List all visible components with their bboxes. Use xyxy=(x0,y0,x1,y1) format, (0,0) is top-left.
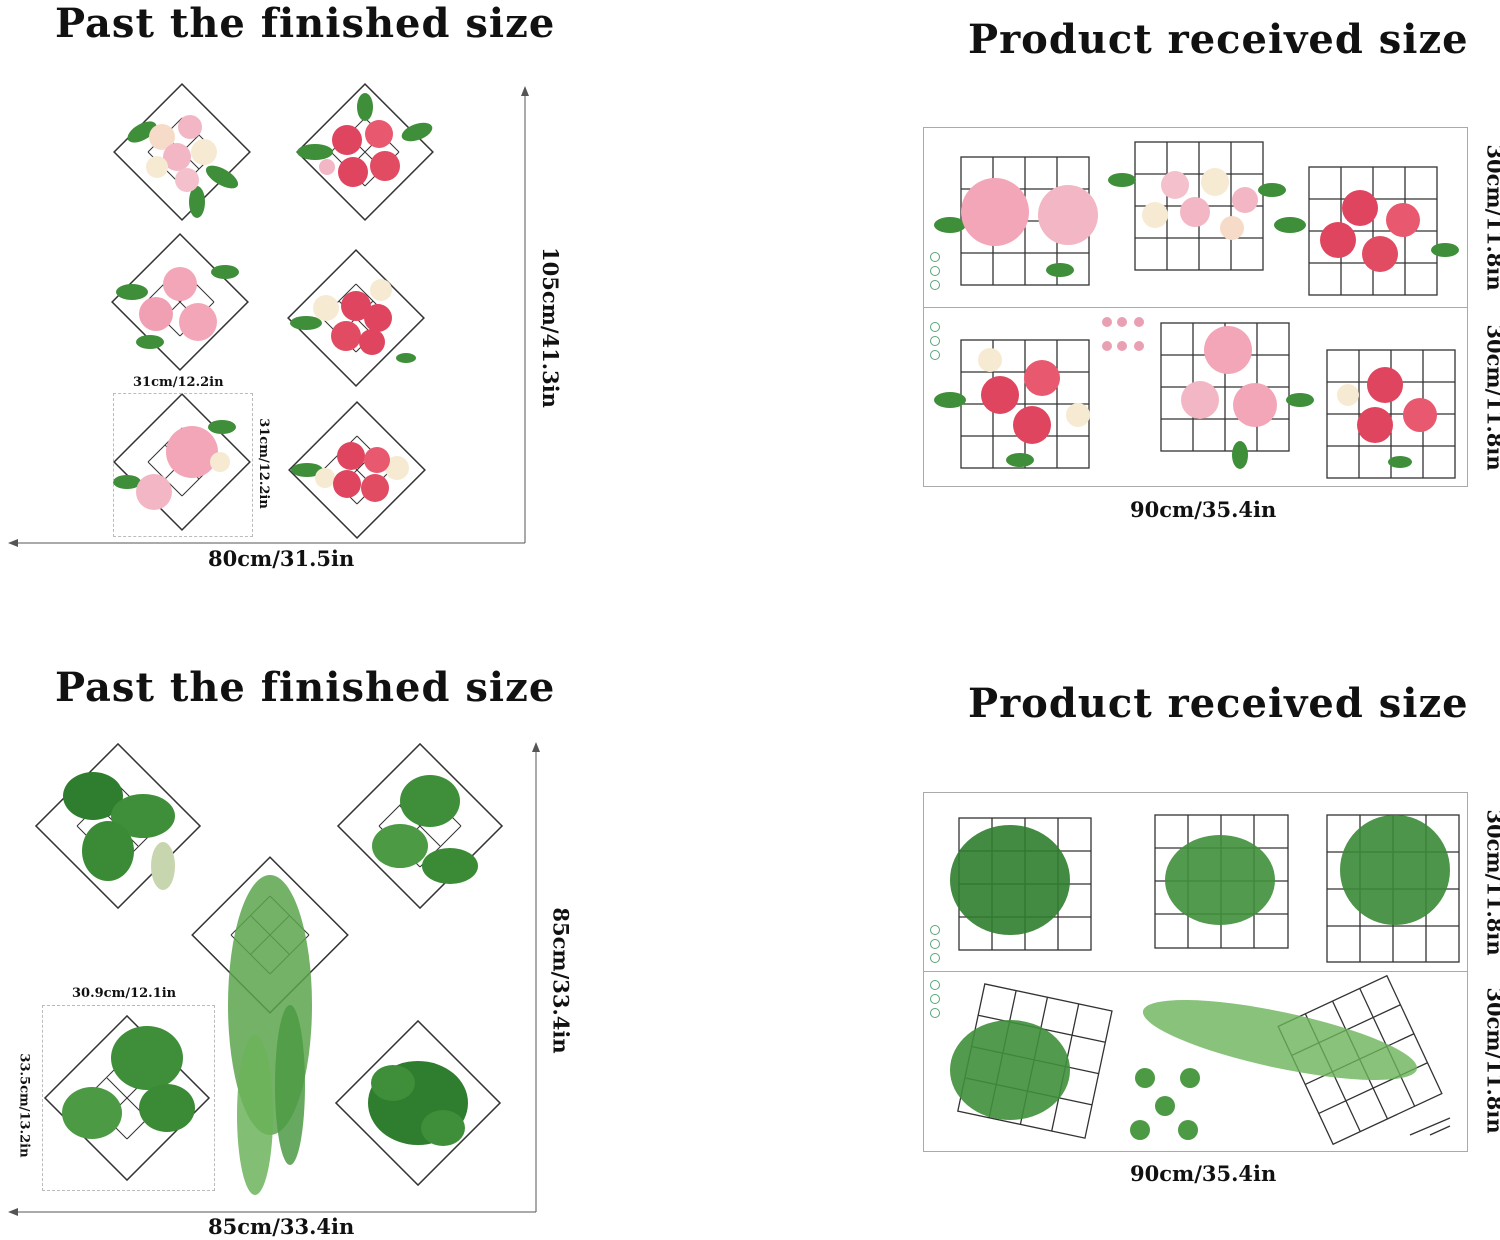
top-sample-height: 31cm/12.2in xyxy=(255,418,271,509)
top-sample-outline xyxy=(113,393,253,537)
leaf-decal-2 xyxy=(336,742,504,910)
top-finished-width: 80cm/31.5in xyxy=(208,546,355,571)
bottom-received-width: 90cm/35.4in xyxy=(1130,1161,1277,1186)
bottom-received-row2-height: 30cm/11.8in xyxy=(1482,987,1500,1134)
bottom-dots-2 xyxy=(930,980,940,1022)
hanging-vine-decal xyxy=(191,856,349,1195)
top-received-row2-height: 30cm/11.8in xyxy=(1482,324,1500,471)
bottom-dots-1 xyxy=(930,925,940,967)
bottom-finished-width: 85cm/33.4in xyxy=(208,1214,355,1239)
rose-decal-2 xyxy=(296,83,434,221)
top-sample-width: 31cm/12.2in xyxy=(133,375,224,390)
bottom-received-row1-height: 30cm/11.8in xyxy=(1482,809,1500,956)
top-received-width: 90cm/35.4in xyxy=(1130,497,1277,522)
bottom-sample-width: 30.9cm/12.1in xyxy=(72,986,177,1001)
rose-decal-3 xyxy=(111,233,249,371)
bottom-received-title: Product received size xyxy=(968,680,1469,727)
bottom-sample-outline xyxy=(42,1005,215,1191)
top-dots-1 xyxy=(930,252,940,294)
leaf-decal-1 xyxy=(34,742,202,910)
top-received-row1-height: 30cm/11.8in xyxy=(1482,144,1500,291)
bottom-received-panel xyxy=(923,792,1468,1152)
top-received-divider xyxy=(923,307,1467,308)
rose-decal-6 xyxy=(288,401,426,539)
top-finished-height: 105cm/41.3in xyxy=(537,247,563,408)
bottom-received-divider xyxy=(923,971,1467,972)
leaf-decal-4 xyxy=(334,1019,502,1187)
leaf-decal-3 xyxy=(43,1014,211,1182)
bottom-finished-height: 85cm/33.4in xyxy=(548,907,574,1054)
top-finished-title: Past the finished size xyxy=(55,0,556,47)
bottom-finished-title: Past the finished size xyxy=(55,664,556,711)
bottom-sample-height: 33.5cm/13.2in xyxy=(16,1053,32,1158)
top-received-title: Product received size xyxy=(968,16,1469,63)
rose-decal-5 xyxy=(113,393,251,531)
rose-decal-1 xyxy=(113,83,251,221)
rose-decal-4 xyxy=(287,249,425,387)
received-sheet-roses xyxy=(934,141,1459,479)
received-sheet-leaves xyxy=(950,814,1460,1146)
top-dots-2 xyxy=(930,322,940,364)
